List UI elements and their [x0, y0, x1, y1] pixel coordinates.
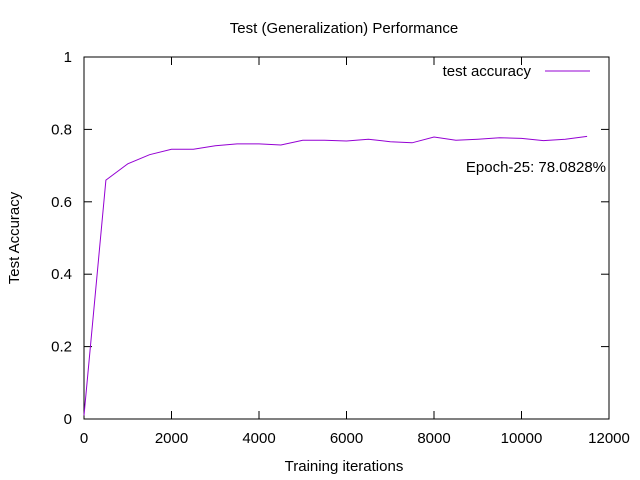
legend: test accuracy [443, 63, 590, 80]
x-tick-label: 4000 [242, 430, 275, 447]
legend-label-test-accuracy: test accuracy [443, 63, 532, 80]
axis-ticks: 0 2000 4000 6000 8000 10000 12000 0 0.2 0.4 0.6 0.8… [51, 49, 630, 447]
epoch-annotation: Epoch-25: 78.0828% [466, 159, 606, 176]
series-line-test-accuracy [83, 135, 588, 416]
series-layer [83, 135, 588, 416]
x-tick-label: 2000 [155, 430, 188, 447]
y-tick-label: 1 [64, 49, 72, 66]
x-tick-label: 8000 [417, 430, 450, 447]
x-tick-label: 10000 [501, 430, 543, 447]
x-tick-label: 0 [80, 430, 88, 447]
y-tick-label: 0.4 [51, 266, 72, 283]
plot-frame [83, 56, 610, 420]
chart-title: Test (Generalization) Performance [230, 20, 458, 37]
x-tick-label: 12000 [588, 430, 630, 447]
x-axis-label: Training iterations [285, 458, 404, 475]
y-axis-label: Test Accuracy [6, 191, 23, 284]
y-tick-label: 0.8 [51, 121, 72, 138]
y-tick-label: 0.2 [51, 339, 72, 356]
y-tick-label: 0 [64, 411, 72, 428]
x-tick-label: 6000 [330, 430, 363, 447]
y-tick-label: 0.6 [51, 194, 72, 211]
